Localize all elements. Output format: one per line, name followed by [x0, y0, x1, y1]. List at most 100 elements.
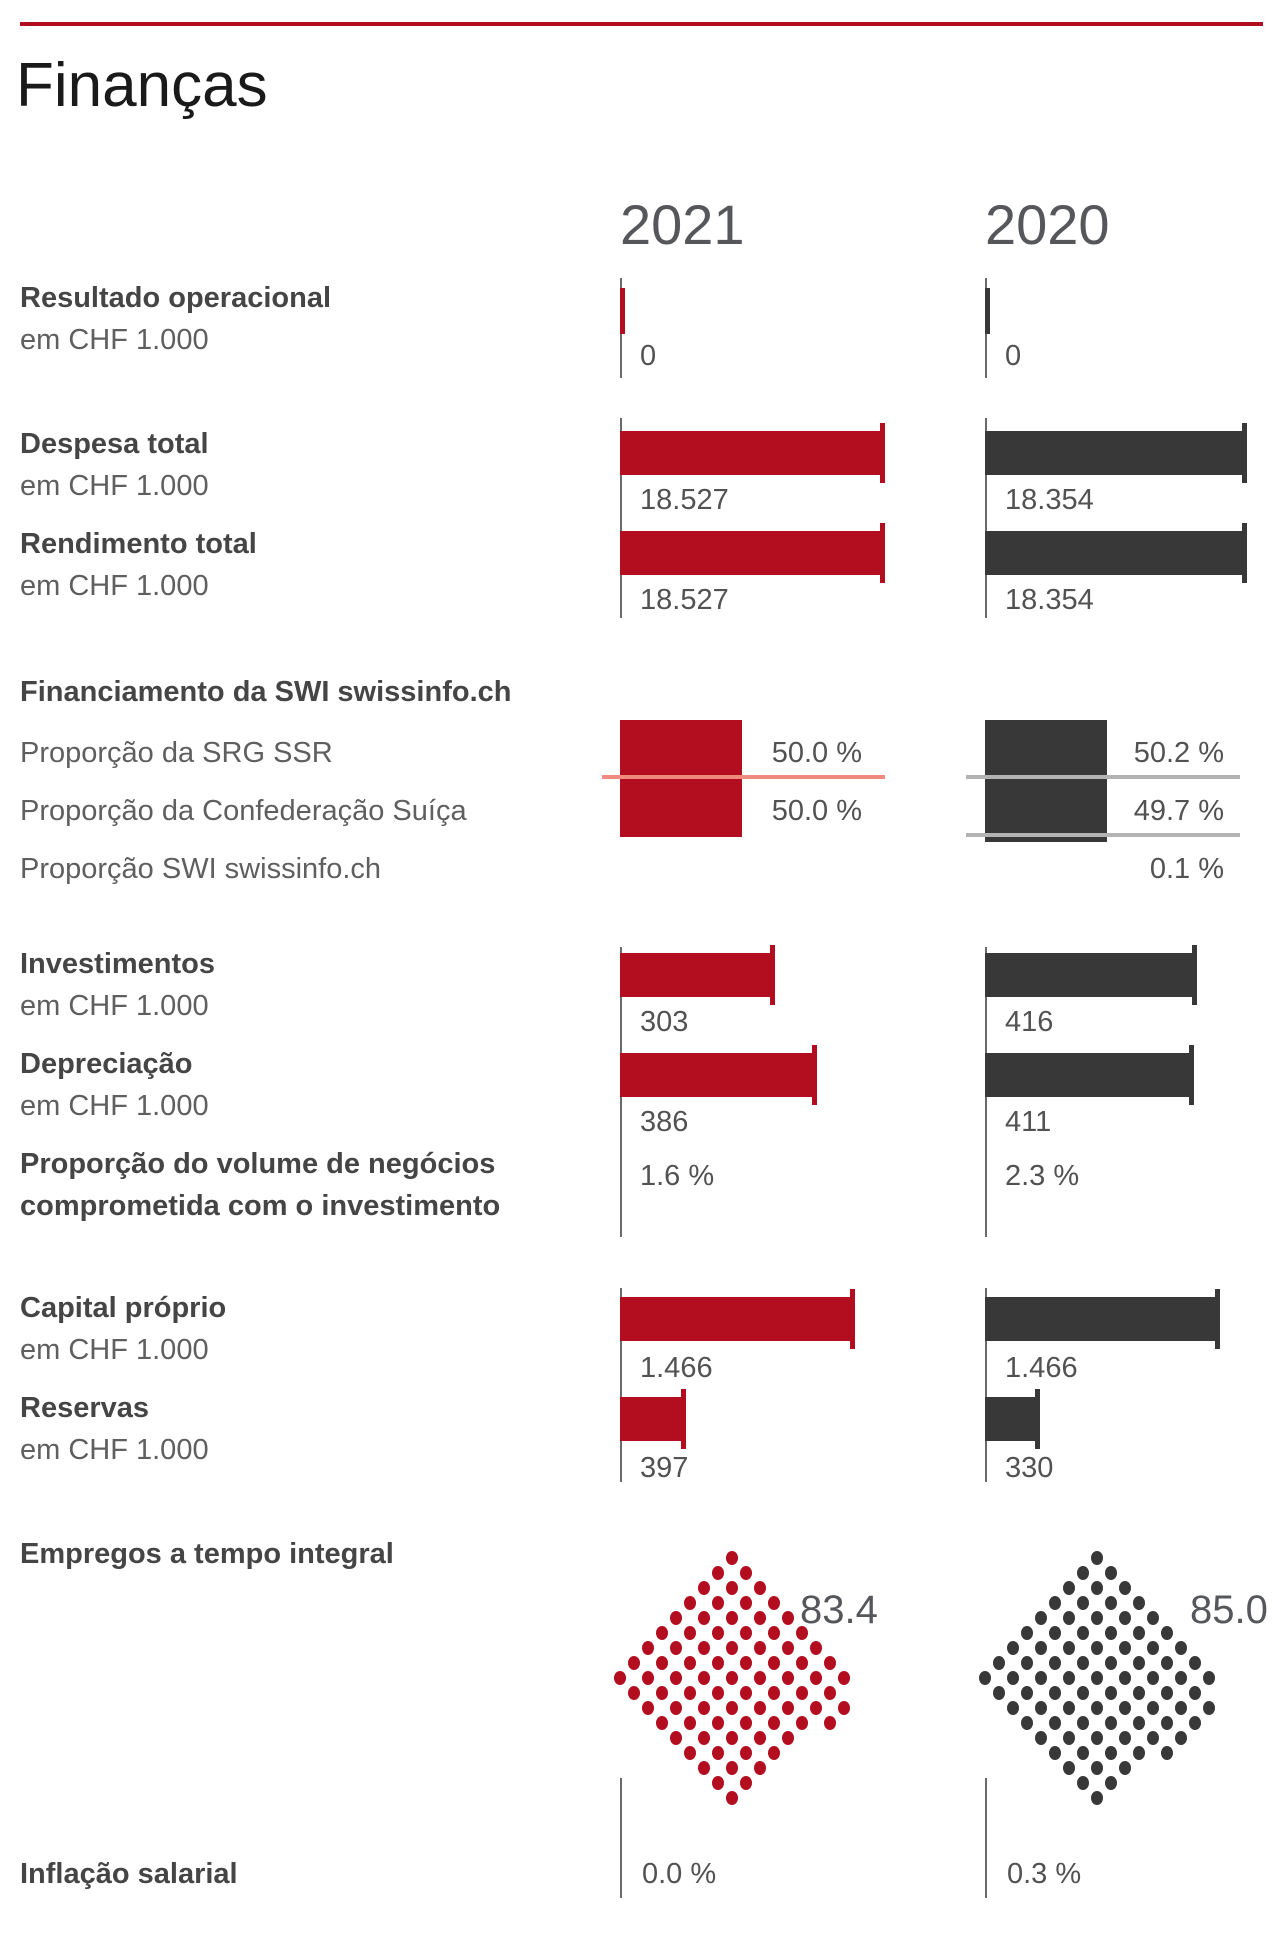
row-label-reservas: Reservas [20, 1392, 149, 1424]
fte-dot [1035, 1701, 1047, 1715]
fte-dot [656, 1686, 668, 1700]
stack-divider-2020-2 [966, 833, 1240, 837]
fte-dot [1133, 1686, 1145, 1700]
fte-dot [698, 1581, 710, 1595]
fte-dot [712, 1776, 724, 1790]
row-sub-capital: em CHF 1.000 [20, 1334, 209, 1366]
fte-dot [684, 1626, 696, 1640]
fte-dot [698, 1641, 710, 1655]
column-header-2020: 2020 [985, 193, 1110, 256]
row-label-propvol-line2: comprometida com o investimento [20, 1190, 501, 1222]
fte-dot [1189, 1686, 1201, 1700]
fte-dot [712, 1686, 724, 1700]
fte-dot [698, 1611, 710, 1625]
stack-value-financing-0-2020: 50.2 % [1133, 737, 1224, 769]
bar-despesa-2020 [985, 431, 1244, 475]
fte-dot [768, 1686, 780, 1700]
fte-dot [838, 1701, 850, 1715]
bar-reservas-2020 [985, 1397, 1037, 1441]
fte-dot [1119, 1641, 1131, 1655]
fte-dot [1105, 1596, 1117, 1610]
fte-dot [726, 1611, 738, 1625]
fte-dot [1133, 1626, 1145, 1640]
fte-dot [824, 1656, 836, 1670]
fte-dot [628, 1686, 640, 1700]
stack-value-financing-1-2021: 50.0 % [771, 795, 862, 827]
fte-dot [1021, 1626, 1033, 1640]
fte-dot [670, 1611, 682, 1625]
fte-dot [740, 1776, 752, 1790]
axis-line-2021-section5 [620, 1778, 622, 1898]
row-label-financing-1: Proporção da Confederação Suíça [20, 795, 467, 827]
row-sub-despesa: em CHF 1.000 [20, 470, 209, 502]
bar-deprec-2021 [620, 1053, 814, 1097]
fte-dot [754, 1761, 766, 1775]
axis-line-2021-section4 [620, 1288, 622, 1482]
fte-dot [768, 1626, 780, 1640]
value-capital-2020: 1.466 [1005, 1352, 1078, 1384]
fte-dot [1063, 1701, 1075, 1715]
fte-dot [698, 1761, 710, 1775]
bar-reservas-2021 [620, 1397, 683, 1441]
fte-dot [1105, 1626, 1117, 1640]
fte-dot [1091, 1731, 1103, 1745]
fte-dot [1175, 1731, 1187, 1745]
fte-dot [824, 1686, 836, 1700]
fte-dot [1147, 1701, 1159, 1715]
fte-dot [1175, 1701, 1187, 1715]
fte-dot [656, 1626, 668, 1640]
fte-dot [712, 1746, 724, 1760]
fte-dot [796, 1686, 808, 1700]
fte-dot [993, 1656, 1005, 1670]
fte-dot [1133, 1656, 1145, 1670]
fte-dot [642, 1641, 654, 1655]
fte-dot [754, 1641, 766, 1655]
fte-dot [1063, 1761, 1075, 1775]
bar-end-tick-rendimento-2021 [880, 523, 885, 583]
fte-dot [740, 1716, 752, 1730]
value-propvol-2020: 2.3 % [1005, 1160, 1080, 1192]
fte-dot [1049, 1686, 1061, 1700]
bar-capital-2021 [620, 1297, 852, 1341]
fte-dot [1091, 1641, 1103, 1655]
value-reservas-2020: 330 [1005, 1452, 1054, 1484]
row-label-financing-2: Proporção SWI swissinfo.ch [20, 853, 382, 885]
fte-dot [1021, 1686, 1033, 1700]
fte-dot [1203, 1701, 1215, 1715]
column-header-2021: 2021 [620, 193, 745, 256]
bar-invest-2020 [985, 953, 1194, 997]
fte-dot [1049, 1596, 1061, 1610]
row-sub-rendimento: em CHF 1.000 [20, 570, 209, 602]
fte-dot [1105, 1746, 1117, 1760]
fte-dot [754, 1611, 766, 1625]
row-label-despesa: Despesa total [20, 428, 209, 460]
bar-invest-2021 [620, 953, 772, 997]
fte-dot [1077, 1626, 1089, 1640]
value-despesa-2020: 18.354 [1005, 484, 1094, 516]
fte-dot [1175, 1671, 1187, 1685]
stack-divider-2021-1 [602, 775, 885, 779]
fte-dot [712, 1656, 724, 1670]
fte-dot [796, 1656, 808, 1670]
row-label-propvol-line1: Proporção do volume de negócios [20, 1148, 496, 1180]
value-rendimento-2021: 18.527 [640, 584, 729, 616]
fte-dot [1105, 1656, 1117, 1670]
fte-dot [1133, 1746, 1145, 1760]
fte-dot [684, 1746, 696, 1760]
fte-dot [1077, 1596, 1089, 1610]
fte-dot [1049, 1716, 1061, 1730]
fte-dot [712, 1716, 724, 1730]
row-label-deprec: Depreciação [20, 1048, 193, 1080]
fte-dot [1161, 1626, 1173, 1640]
fte-dot [1021, 1716, 1033, 1730]
fte-dot [1147, 1671, 1159, 1685]
fte-dot [1161, 1746, 1173, 1760]
top-accent-rule [20, 22, 1263, 26]
fte-dot [1035, 1611, 1047, 1625]
fte-dot [712, 1626, 724, 1640]
row-sub-resultado: em CHF 1.000 [20, 324, 209, 356]
fte-dot [1007, 1641, 1019, 1655]
fte-dot [1105, 1566, 1117, 1580]
value-invest-2020: 416 [1005, 1006, 1054, 1038]
fte-dot [1119, 1701, 1131, 1715]
